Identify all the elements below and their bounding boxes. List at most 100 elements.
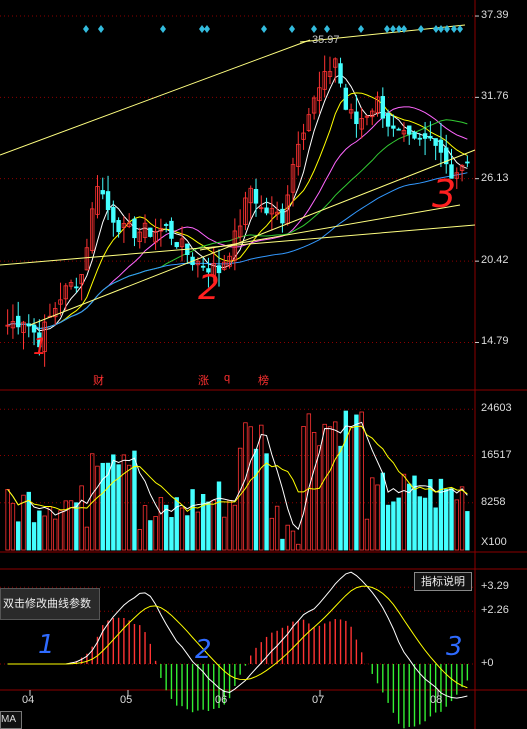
volume-bar bbox=[222, 516, 227, 551]
volume-bar bbox=[375, 484, 380, 551]
candle bbox=[444, 147, 449, 165]
indicator-help-button[interactable]: 指标说明 bbox=[414, 572, 472, 591]
volume-tick-label: 8258 bbox=[481, 495, 506, 508]
volume-bar bbox=[359, 411, 364, 551]
handwritten-mark: 2 bbox=[195, 635, 212, 665]
signal-diamond bbox=[289, 25, 295, 33]
candle bbox=[5, 324, 10, 327]
volume-bar bbox=[290, 530, 296, 551]
volume-bar bbox=[158, 496, 164, 551]
candle bbox=[243, 197, 248, 225]
candle bbox=[174, 242, 179, 248]
volume-bar bbox=[74, 502, 79, 551]
handwritten-mark: 2 bbox=[198, 268, 220, 308]
volume-bar bbox=[274, 505, 280, 551]
candle bbox=[52, 308, 58, 318]
candle bbox=[301, 132, 306, 140]
volume-bar bbox=[137, 529, 142, 551]
candle bbox=[142, 222, 148, 238]
volume-bar bbox=[444, 489, 449, 551]
signal-diamond bbox=[457, 25, 463, 33]
candle bbox=[163, 224, 169, 226]
macd-tick-label: +3.29 bbox=[481, 580, 509, 593]
candle bbox=[206, 268, 211, 273]
volume-bar bbox=[454, 499, 459, 551]
volume-bar bbox=[79, 485, 84, 551]
candle bbox=[354, 111, 359, 125]
candle bbox=[79, 274, 84, 285]
ma-tab[interactable]: MA bbox=[0, 711, 22, 729]
candle bbox=[95, 186, 100, 215]
edit-curve-tooltip: 双击修改曲线参数 bbox=[0, 588, 100, 620]
candle bbox=[343, 87, 349, 110]
candle bbox=[327, 71, 333, 77]
candle bbox=[359, 118, 364, 130]
signal-diamond bbox=[438, 25, 444, 33]
x-axis-label: 08 bbox=[430, 694, 443, 706]
candle bbox=[10, 321, 16, 329]
volume-bar bbox=[364, 518, 370, 551]
volume-bar bbox=[348, 427, 354, 551]
volume-bar bbox=[285, 524, 290, 551]
signal-diamond bbox=[160, 25, 166, 33]
volume-bar bbox=[396, 497, 401, 551]
candle bbox=[401, 130, 407, 135]
volume-bar bbox=[269, 517, 275, 551]
candle bbox=[412, 131, 417, 139]
signal-diamond bbox=[396, 25, 402, 33]
volume-unit-label: X100 bbox=[481, 536, 507, 548]
volume-bar bbox=[354, 414, 359, 551]
signal-diamond bbox=[199, 25, 205, 33]
volume-bar bbox=[259, 424, 264, 551]
candle bbox=[74, 286, 79, 289]
signal-diamond bbox=[83, 25, 89, 33]
candle bbox=[396, 128, 401, 131]
volume-bar bbox=[5, 489, 10, 551]
volume-bar bbox=[89, 453, 95, 551]
volume-bar bbox=[47, 506, 53, 551]
volume-bar bbox=[459, 486, 465, 551]
candle bbox=[407, 125, 412, 135]
volume-bar bbox=[370, 477, 375, 551]
volume-bar bbox=[417, 496, 423, 551]
event-marker: q bbox=[224, 372, 231, 384]
candle bbox=[380, 96, 386, 119]
price-tick-label: 37.39 bbox=[481, 9, 509, 22]
volume-bar bbox=[63, 500, 68, 551]
event-marker: 财 bbox=[93, 375, 104, 387]
volume-bar bbox=[200, 494, 206, 551]
volume-bar bbox=[126, 464, 132, 551]
candle bbox=[211, 262, 216, 276]
candle bbox=[422, 133, 428, 139]
candle bbox=[37, 332, 42, 348]
signal-diamond bbox=[204, 25, 210, 33]
candle bbox=[169, 220, 174, 239]
volume-bar bbox=[385, 504, 391, 551]
volume-bar bbox=[301, 426, 306, 551]
candle bbox=[237, 225, 243, 238]
volume-bar bbox=[163, 504, 169, 551]
candle bbox=[16, 315, 21, 328]
volume-bar bbox=[195, 511, 201, 551]
event-marker: 榜 bbox=[258, 375, 269, 387]
candle bbox=[311, 97, 317, 114]
volume-bar bbox=[449, 488, 454, 551]
volume-bar bbox=[95, 465, 100, 551]
candle bbox=[42, 321, 47, 352]
trend-line bbox=[29, 149, 476, 326]
volume-bar bbox=[391, 501, 396, 551]
price-tick-label: 26.13 bbox=[481, 171, 509, 184]
volume-bar bbox=[253, 448, 259, 551]
candle bbox=[370, 110, 375, 118]
candle bbox=[126, 222, 132, 228]
candle bbox=[179, 238, 185, 248]
candle bbox=[449, 164, 454, 179]
volume-ma-line bbox=[7, 425, 468, 513]
candle bbox=[200, 265, 206, 268]
candle bbox=[222, 261, 227, 270]
candle bbox=[21, 321, 26, 333]
candle bbox=[84, 247, 90, 271]
volume-bar bbox=[16, 521, 21, 551]
volume-bar bbox=[185, 515, 190, 551]
